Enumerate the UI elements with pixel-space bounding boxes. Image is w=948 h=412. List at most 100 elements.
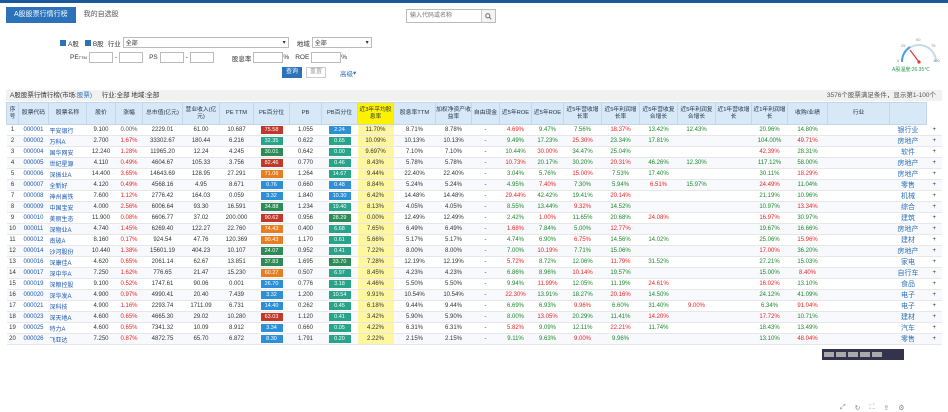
column-header[interactable]: 近5年营收增长率 bbox=[563, 102, 602, 125]
stock-name-link[interactable]: 深粮控股 bbox=[48, 278, 87, 290]
column-header[interactable]: 营业收入(亿元) bbox=[182, 102, 220, 125]
add-watchlist-icon[interactable]: 建筑 bbox=[901, 215, 915, 222]
table-cell[interactable]: 综合 bbox=[889, 201, 927, 213]
column-header[interactable]: PB bbox=[289, 102, 322, 125]
table-row[interactable]: 18 000023 深天地A 4.600 0.65% 4665.30 29.02 10.280… bbox=[6, 311, 942, 323]
stock-code-link[interactable]: 000007 bbox=[18, 179, 49, 191]
stock-code-link[interactable]: 000026 bbox=[18, 333, 49, 345]
table-row[interactable]: 6 000007 全新好 4.120 0.49% 4568.16 4.95 8.671 0.76… bbox=[6, 179, 942, 191]
stock-name-link[interactable]: 深华发A bbox=[48, 289, 87, 301]
table-cell[interactable]: 机械 bbox=[889, 190, 927, 202]
table-row[interactable]: 15 000019 深粮控股 9.100 0.52% 1747.61 90.06 0.001 2… bbox=[6, 278, 942, 290]
pin-icon[interactable]: ⤢ bbox=[840, 404, 846, 411]
stock-code-link[interactable]: 000017 bbox=[18, 267, 49, 279]
query-button[interactable]: 查询 bbox=[282, 67, 303, 78]
stock-name-link[interactable]: 美丽生态 bbox=[48, 212, 87, 224]
pe-max-input[interactable] bbox=[119, 52, 144, 63]
add-watchlist-icon[interactable]: 汽车 bbox=[901, 325, 915, 332]
table-row[interactable]: 3 000004 国华网安 12.240 1.28% 11965.20 12.24 4.245… bbox=[6, 146, 942, 158]
stock-code-link[interactable]: 000021 bbox=[18, 300, 49, 312]
status-market-link[interactable]: 股票) bbox=[76, 92, 92, 99]
table-row[interactable]: 11 000012 南玻A 8.160 0.17% 924.54 47.76 120.369 9… bbox=[6, 234, 942, 246]
stock-name-link[interactable]: 深振业A bbox=[48, 168, 87, 180]
refresh-icon[interactable]: ↻ bbox=[854, 405, 861, 412]
stock-code-link[interactable]: 000020 bbox=[18, 289, 49, 301]
column-header[interactable]: 总市值(亿元) bbox=[142, 102, 183, 125]
table-cell[interactable]: 零售 bbox=[889, 333, 927, 345]
advanced-toggle[interactable]: 高级 bbox=[340, 70, 354, 78]
stock-name-link[interactable]: 世纪星源 bbox=[48, 157, 87, 169]
table-row[interactable]: 17 000021 深科技 4.900 1.16% 2293.74 1711.09 6.731… bbox=[6, 300, 942, 312]
pe-min-input[interactable] bbox=[88, 52, 113, 63]
add-watchlist-icon[interactable]: 食品 bbox=[901, 281, 915, 288]
stock-code-link[interactable]: 000023 bbox=[18, 311, 49, 323]
table-row[interactable]: 20 000026 飞亚达 7.250 0.87% 4872.75 65.70 6.872 8.… bbox=[6, 333, 942, 345]
column-header[interactable]: 股息率TTM bbox=[393, 102, 436, 125]
column-header[interactable]: 近5年利润增长率 bbox=[601, 102, 640, 125]
table-cell[interactable]: 自行车 bbox=[889, 267, 927, 279]
add-watchlist-icon[interactable]: 建材 bbox=[901, 314, 915, 321]
add-watchlist-icon[interactable]: 零售 bbox=[901, 336, 915, 343]
add-watchlist-icon[interactable]: 银行业 bbox=[897, 127, 919, 134]
table-row[interactable]: 12 000014 沙河股份 10.440 1.38% 15601.19 404.23 10.… bbox=[6, 245, 942, 257]
tab-a-stock-ranking[interactable]: A股股票行情行榜 bbox=[6, 7, 76, 23]
table-cell[interactable]: 软件 bbox=[889, 146, 927, 158]
table-row[interactable]: 9 000010 美丽生态 11.900 0.08% 6606.77 37.02 200.00… bbox=[6, 212, 942, 224]
table-cell[interactable]: 电子 bbox=[889, 300, 927, 312]
dividend-input[interactable] bbox=[253, 52, 284, 63]
stock-code-link[interactable]: 000012 bbox=[18, 234, 49, 246]
reset-button[interactable]: 重置 bbox=[306, 67, 327, 78]
stock-code-link[interactable]: 000001 bbox=[18, 124, 49, 136]
column-header[interactable] bbox=[889, 102, 927, 125]
stock-code-link[interactable]: 000009 bbox=[18, 201, 49, 213]
floating-toolbar[interactable] bbox=[822, 349, 904, 360]
ps-min-input[interactable] bbox=[159, 52, 184, 63]
ps-max-input[interactable] bbox=[189, 52, 214, 63]
table-cell[interactable]: 房地产 bbox=[889, 135, 927, 147]
table-cell[interactable]: 建材 bbox=[889, 234, 927, 246]
column-header[interactable]: PB百分位 bbox=[321, 102, 358, 125]
column-header[interactable]: 股价 bbox=[86, 102, 116, 125]
add-watchlist-icon[interactable]: 建材 bbox=[901, 237, 915, 244]
b-share-checkbox[interactable] bbox=[84, 39, 91, 46]
column-header[interactable]: 近5年ROE bbox=[531, 102, 564, 125]
table-row[interactable]: 4 000005 世纪星源 4.110 0.49% 4604.67 105.33 3.756 8… bbox=[6, 157, 942, 169]
area-select[interactable]: 全部 ▾ bbox=[311, 37, 372, 48]
add-watchlist-icon[interactable]: 房地产 bbox=[897, 226, 919, 233]
add-watchlist-icon[interactable]: 房地产 bbox=[897, 171, 919, 178]
table-cell[interactable]: 零售 bbox=[889, 179, 927, 191]
table-row[interactable]: 8 000009 中国宝安 4.000 2.56% 6006.64 93.30 16.591 3… bbox=[6, 201, 942, 213]
stock-name-link[interactable]: 中国宝安 bbox=[48, 201, 87, 213]
table-cell[interactable]: 房地产 bbox=[889, 245, 927, 257]
table-cell[interactable]: 房地产 bbox=[889, 223, 927, 235]
column-header[interactable]: 涨幅 bbox=[115, 102, 143, 125]
table-cell[interactable]: 食品 bbox=[889, 278, 927, 290]
stock-code-link[interactable]: 000006 bbox=[18, 168, 49, 180]
stock-code-link[interactable]: 000010 bbox=[18, 212, 49, 224]
add-watchlist-icon[interactable]: 房地产 bbox=[897, 248, 919, 255]
table-row[interactable]: 7 000008 神州高铁 7.600 1.12% 2776.42 164.03 0.059 3… bbox=[6, 190, 942, 202]
table-row[interactable]: 5 000006 深振业A 14.400 3.65% 14643.69 128.95 27.2… bbox=[6, 168, 942, 180]
stock-code-link[interactable]: 000011 bbox=[18, 223, 49, 235]
add-watchlist-icon[interactable]: 电子 bbox=[901, 303, 915, 310]
column-header[interactable]: PE TTM bbox=[219, 102, 254, 125]
add-watchlist-icon[interactable]: 房地产 bbox=[897, 160, 919, 167]
stock-name-link[interactable]: 全新好 bbox=[48, 179, 87, 191]
stock-name-link[interactable]: 深中华A bbox=[48, 267, 87, 279]
stock-code-link[interactable]: 000019 bbox=[18, 278, 49, 290]
column-header[interactable]: 自由现金 bbox=[471, 102, 500, 125]
stock-code-link[interactable]: 000016 bbox=[18, 256, 49, 268]
column-header[interactable]: 近5年利润复合增长 bbox=[677, 102, 716, 125]
table-row[interactable]: 16 000020 深华发A 4.900 0.97% 4990.41 20.40 7.439 3… bbox=[6, 289, 942, 301]
stock-name-link[interactable]: 南玻A bbox=[48, 234, 87, 246]
column-header[interactable]: 行业 bbox=[827, 102, 890, 125]
stock-name-link[interactable]: 飞亚达 bbox=[48, 333, 87, 345]
stock-name-link[interactable]: 平安银行 bbox=[48, 124, 87, 136]
a-share-checkbox[interactable] bbox=[60, 39, 66, 46]
roe-input[interactable] bbox=[311, 52, 342, 63]
search-input[interactable] bbox=[407, 10, 481, 22]
stock-name-link[interactable]: 神州高铁 bbox=[48, 190, 87, 202]
stock-name-link[interactable]: 深康佳A bbox=[48, 256, 87, 268]
share-icon[interactable]: ⇪ bbox=[883, 405, 890, 412]
add-watchlist-icon[interactable]: 软件 bbox=[901, 149, 915, 156]
